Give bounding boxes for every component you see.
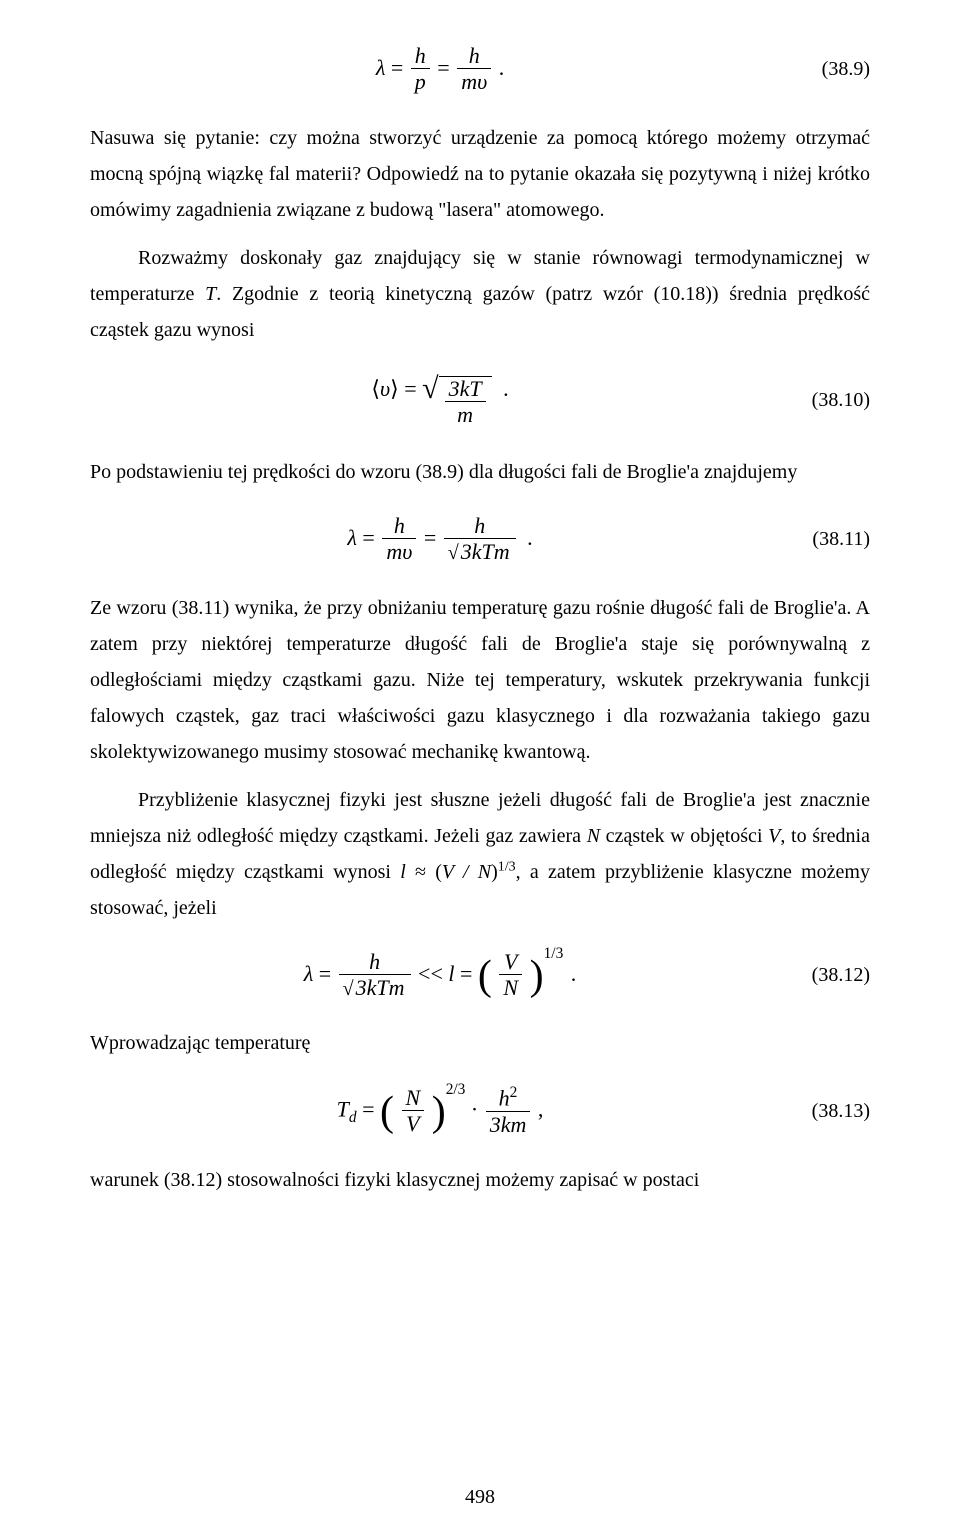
eq-body: ⟨υ⟩ = √ 3kT m . [90, 372, 790, 431]
frac-h-mv: h mυ [382, 514, 416, 566]
equation-38-13: Td = ( N V )2/3 · h2 3km , (38.13) [90, 1085, 870, 1138]
rparen-icon: ) [530, 955, 544, 997]
lambda: λ [347, 525, 357, 550]
period: . [571, 961, 577, 986]
frac-h-sqrt3kTm: h √3kTm [339, 950, 411, 1002]
page-number: 498 [0, 1486, 960, 1509]
eq-number: (38.9) [790, 58, 870, 81]
page: λ = h p = h mυ . (38.9) Nasuwa się pytan… [0, 0, 960, 1537]
equals: = [362, 525, 380, 550]
lambda: λ [304, 961, 314, 986]
less-than: << [418, 961, 448, 986]
paragraph-7: warunek (38.12) stosowalności fizyki kla… [90, 1162, 870, 1198]
paragraph-5: Przybliżenie klasycznej fizyki jest słus… [90, 782, 870, 926]
paragraph-3: Po podstawieniu tej prędkości do wzoru (… [90, 454, 870, 490]
lparen-icon: ( [478, 955, 492, 997]
frac-h-sqrt3kTm: h √3kTm [444, 514, 516, 566]
eq-number: (38.10) [790, 389, 870, 412]
equals: = [424, 525, 442, 550]
frac-N-V: N V [402, 1086, 425, 1138]
frac-h2-3km: h2 3km [486, 1085, 531, 1138]
equals: = [404, 376, 422, 401]
eq-body: λ = h mυ = h √3kTm . [90, 514, 790, 566]
equation-38-10: ⟨υ⟩ = √ 3kT m . (38.10) [90, 372, 870, 431]
comma: , [538, 1097, 544, 1122]
equals: = [319, 961, 337, 986]
equals: = [362, 1097, 380, 1122]
period: . [503, 376, 509, 401]
equals: = [437, 55, 455, 80]
equation-38-9: λ = h p = h mυ . (38.9) [90, 44, 870, 96]
period: . [499, 55, 505, 80]
equals: = [391, 55, 409, 80]
paragraph-1: Nasuwa się pytanie: czy można stworzyć u… [90, 120, 870, 228]
equation-38-11: λ = h mυ = h √3kTm . (38.11) [90, 514, 870, 566]
paragraph-4: Ze wzoru (38.11) wynika, że przy obniżan… [90, 590, 870, 770]
frac-h-mv: h mυ [457, 44, 491, 96]
eq-number: (38.13) [790, 1100, 870, 1123]
equals: = [460, 961, 478, 986]
sqrt: √ 3kT m [422, 372, 491, 431]
paragraph-2: Rozważmy doskonały gaz znajdujący się w … [90, 240, 870, 348]
equation-38-12: λ = h √3kTm << l = ( V N )1/3 . (38.12) [90, 950, 870, 1002]
lparen-icon: ( [380, 1091, 394, 1133]
eq-body: Td = ( N V )2/3 · h2 3km , [90, 1085, 790, 1138]
eq-number: (38.11) [790, 528, 870, 551]
sqrt-body: 3kT m [439, 376, 492, 431]
eq-body: λ = h p = h mυ . [90, 44, 790, 96]
period: . [527, 525, 533, 550]
frac-V-N: V N [499, 950, 522, 1002]
sqrt-sign: √ [422, 374, 438, 404]
frac-h-p: h p [411, 44, 430, 96]
eq-body: λ = h √3kTm << l = ( V N )1/3 . [90, 950, 790, 1002]
rparen-icon: ) [432, 1091, 446, 1133]
lambda: λ [376, 55, 386, 80]
paragraph-6: Wprowadzając temperaturę [90, 1025, 870, 1061]
eq-number: (38.12) [790, 964, 870, 987]
